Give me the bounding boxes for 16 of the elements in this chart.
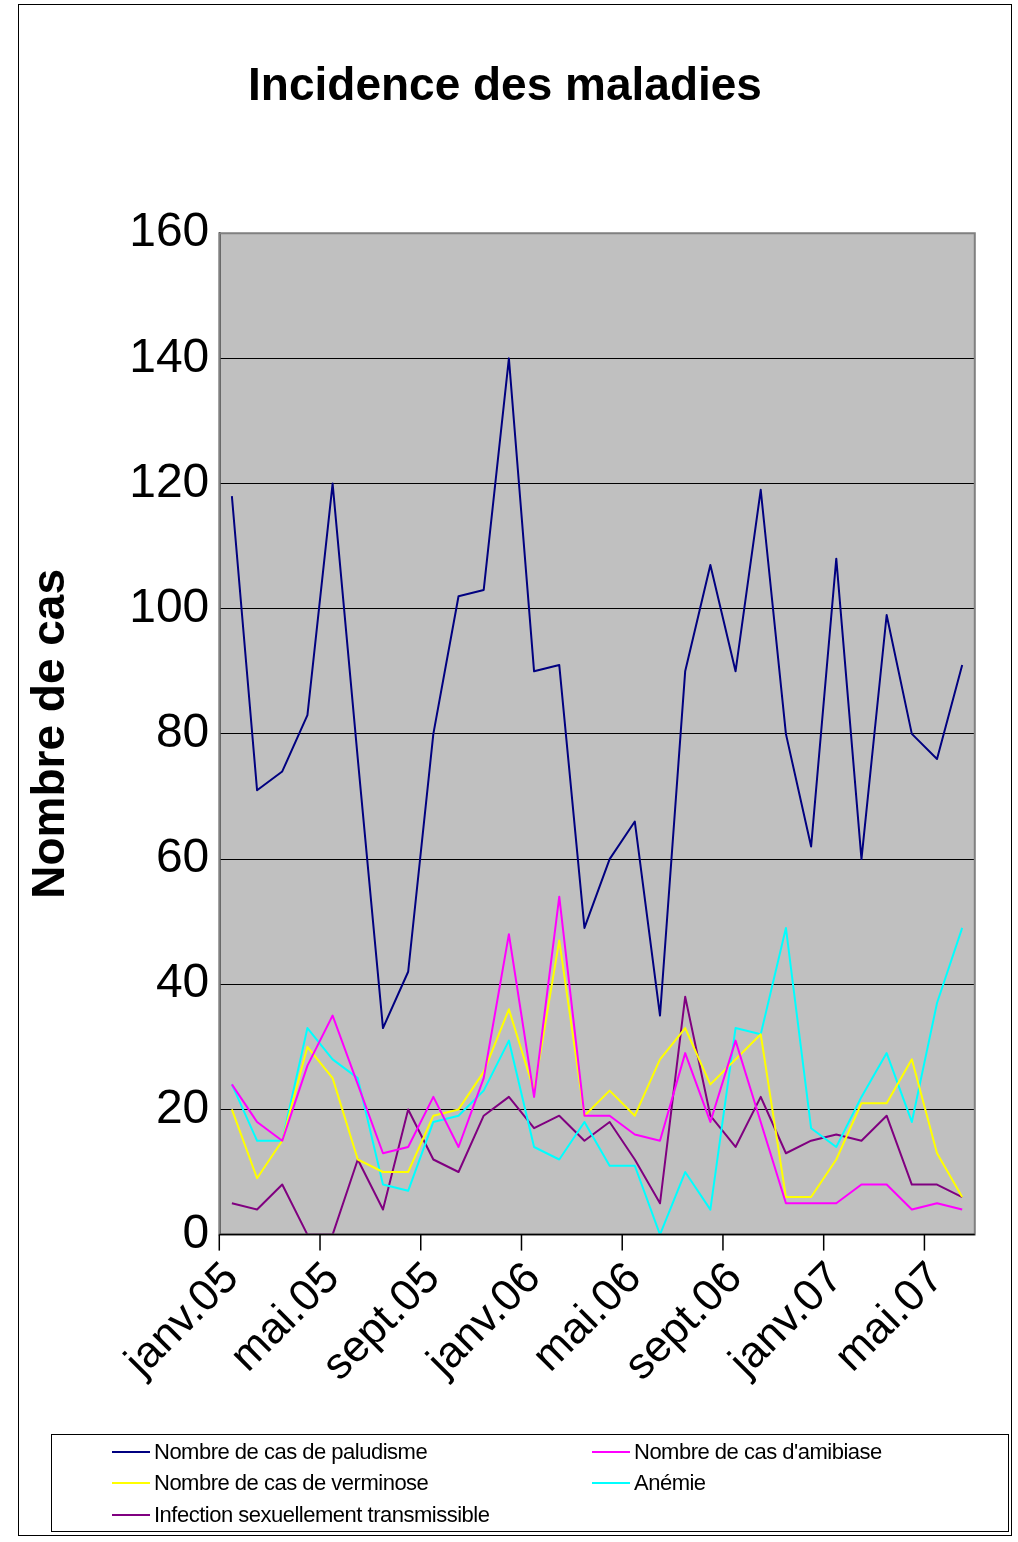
y-tick-label: 20 [155, 1079, 210, 1133]
legend-label: Infection sexuellement transmissible [154, 1501, 490, 1528]
y-tick-label: 40 [155, 954, 210, 1008]
legend-label: Anémie [634, 1470, 706, 1497]
y-tick-label: 80 [155, 704, 210, 758]
y-tick-label: 0 [182, 1204, 210, 1258]
y-tick-label: 160 [129, 203, 210, 257]
y-tick-label: 140 [129, 328, 210, 382]
y-tick-label: 60 [155, 829, 210, 883]
y-tick-label: 100 [129, 578, 210, 632]
legend-label: Nombre de cas d'amibiase [634, 1439, 882, 1465]
chart-title: Incidence des maladies [248, 58, 762, 111]
y-tick-label: 120 [129, 453, 210, 507]
legend-label: Nombre de cas de verminose [154, 1470, 429, 1497]
y-axis-title: Nombre de cas [22, 569, 75, 899]
legend-label: Nombre de cas de paludisme [154, 1439, 428, 1465]
